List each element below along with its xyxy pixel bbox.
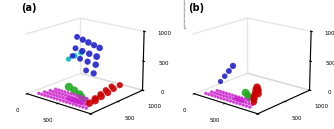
- Legend: Superior, Inferior, Left, Right, Posterior: Superior, Inferior, Left, Right, Posteri…: [184, 0, 216, 28]
- Text: (b): (b): [189, 3, 205, 13]
- Text: (a): (a): [22, 3, 37, 13]
